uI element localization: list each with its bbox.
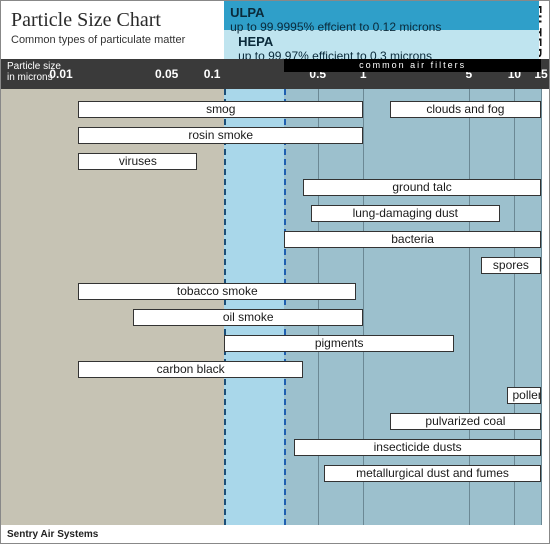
particle-bar: lung-damaging dust <box>311 205 500 222</box>
particle-bar: metallurgical dust and fumes <box>324 465 541 482</box>
particle-bar: pollen <box>507 387 541 404</box>
bg-hepa <box>284 89 541 525</box>
chart-title: Particle Size Chart <box>11 9 185 32</box>
particle-bar: spores <box>481 257 541 274</box>
hepa-cutoff-line <box>284 89 286 525</box>
particle-size-chart: Particle Size Chart Common types of part… <box>0 0 550 544</box>
footer-credit: Sentry Air Systems <box>7 529 98 540</box>
ulpa-band: ULPA up to 99.9995% effcient to 0.12 mic… <box>224 1 539 30</box>
hepa-title: HEPA <box>238 34 533 49</box>
common-filters-bar: common air filters <box>284 59 541 72</box>
title-block: Particle Size Chart Common types of part… <box>11 9 185 46</box>
particle-bar: pigments <box>224 335 454 352</box>
axis-tick: 0.05 <box>155 67 178 81</box>
bg-margin <box>1 89 61 525</box>
hepa-band: HEPA up to 99.97% efficient to 0.3 micro… <box>224 30 539 59</box>
particle-bar: carbon black <box>78 361 303 378</box>
particle-bar: viruses <box>78 153 197 170</box>
particle-bar: ground talc <box>303 179 541 196</box>
gridline <box>469 89 470 525</box>
bg-ulpa <box>224 89 284 525</box>
gridline <box>541 89 542 525</box>
chart-subtitle: Common types of particulate matter <box>11 34 185 46</box>
gridline <box>318 89 319 525</box>
common-filters-label: common air filters <box>359 60 466 70</box>
particle-bar: pulvarized coal <box>390 413 541 430</box>
particle-bar: insecticide dusts <box>294 439 541 456</box>
ulpa-desc: up to 99.9995% effcient to 0.12 microns <box>230 20 511 34</box>
gridline <box>363 89 364 525</box>
particle-bar: clouds and fog <box>390 101 541 118</box>
axis-tick: 0.1 <box>204 67 221 81</box>
particle-bar: rosin smoke <box>78 127 363 144</box>
particle-bar: bacteria <box>284 231 541 248</box>
ulpa-cutoff-line <box>224 89 226 525</box>
particle-bar: tobacco smoke <box>78 283 356 300</box>
gridline <box>514 89 515 525</box>
axis-tick: 0.01 <box>49 67 72 81</box>
plot-area: smog clouds and fog rosin smoke viruses grou… <box>1 89 549 525</box>
particle-bar: oil smoke <box>133 309 363 326</box>
ulpa-title: ULPA <box>230 5 511 20</box>
particle-bar: smog <box>78 101 363 118</box>
